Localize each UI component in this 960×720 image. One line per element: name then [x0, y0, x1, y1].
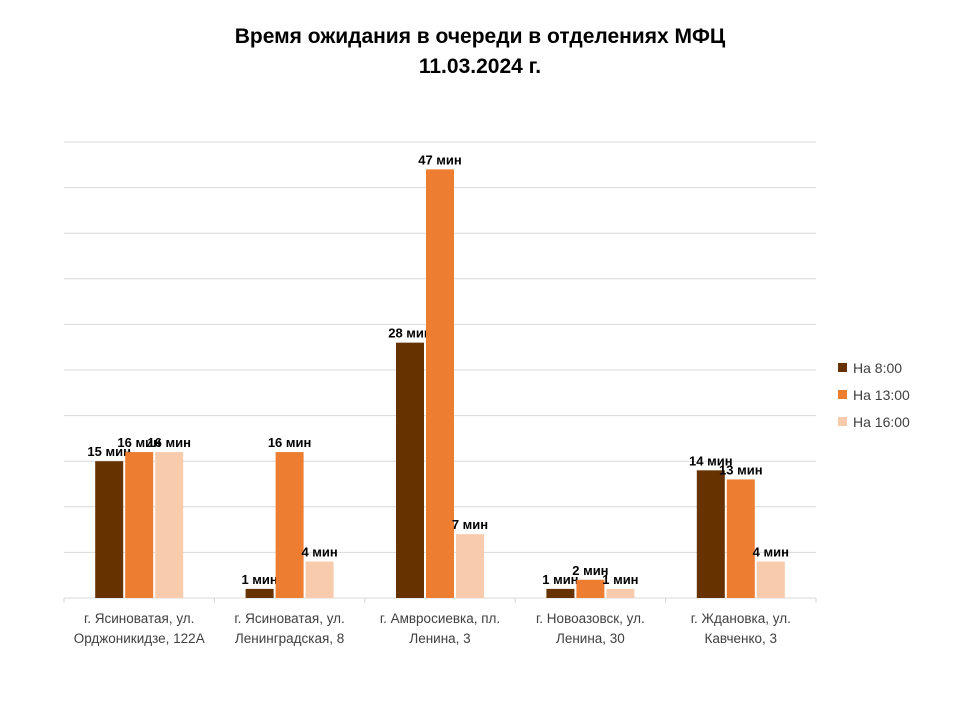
bar — [606, 588, 635, 598]
bar — [125, 452, 154, 598]
x-tick-label: Орджоникидзе, 122А — [74, 631, 205, 646]
x-tick-label: Ленинградская, 8 — [235, 631, 344, 646]
x-tick-label: г. Новоазовск, ул. — [536, 611, 645, 626]
bar — [155, 452, 184, 598]
bar-data-label: 1 мин — [602, 572, 638, 587]
bar-data-label: 7 мин — [452, 517, 488, 532]
legend-item-8: На 8:00 — [838, 354, 910, 381]
bar — [456, 534, 484, 598]
x-tick-label: Кавченко, 3 — [705, 631, 778, 646]
bar — [426, 169, 454, 599]
chart-title-line1: Время ожидания в очереди в отделениях МФ… — [234, 25, 726, 48]
legend-item-16: На 16:00 — [838, 408, 910, 435]
bar-data-label: 47 мин — [418, 152, 462, 167]
x-tick-label: Ленина, 30 — [556, 631, 625, 646]
bar — [95, 461, 124, 598]
chart-title: Время ожидания в очереди в отделениях МФ… — [0, 22, 960, 82]
legend-label-16: На 16:00 — [853, 413, 910, 430]
legend: На 8:00 На 13:00 На 16:00 — [838, 354, 910, 435]
bar-data-label: 14 мин — [689, 453, 733, 468]
bar — [305, 561, 334, 598]
legend-label-8: На 8:00 — [853, 359, 903, 376]
bar-data-label: 15 мин — [87, 444, 131, 459]
bar-data-label: 1 мин — [542, 572, 578, 587]
legend-swatch-8 — [838, 363, 847, 372]
bar-data-label: 13 мин — [719, 462, 763, 477]
bar — [726, 479, 755, 598]
legend-swatch-13 — [838, 390, 847, 399]
bar-data-label: 16 мин — [268, 435, 312, 450]
legend-label-13: На 13:00 — [853, 386, 910, 403]
bar — [696, 470, 725, 598]
bar — [396, 342, 424, 598]
chart-title-line2: 11.03.2024 г. — [418, 55, 542, 78]
bar — [546, 588, 575, 598]
x-tick-label: г. Ждановка, ул. — [691, 611, 791, 626]
bar — [756, 561, 785, 598]
legend-item-13: На 13:00 — [838, 381, 910, 408]
bar-data-label: 28 мин — [388, 326, 432, 341]
bar-data-label: 2 мин — [572, 563, 608, 578]
bar-data-label: 1 мин — [241, 572, 277, 587]
x-tick-label: Ленина, 3 — [409, 631, 470, 646]
x-tick-label: г. Амвросиевка, пл. — [380, 611, 500, 626]
x-tick-label: г. Ясиноватая, ул. — [84, 611, 194, 626]
bar — [245, 588, 274, 598]
bar-data-label: 4 мин — [301, 545, 337, 560]
bar — [576, 579, 605, 598]
bar-data-label: 16 мин — [147, 435, 191, 450]
bar-data-label: 16 мин — [117, 435, 161, 450]
bar — [275, 452, 304, 598]
bar-data-label: 4 мин — [753, 545, 789, 560]
x-tick-label: г. Ясиноватая, ул. — [234, 611, 344, 626]
legend-swatch-16 — [838, 417, 847, 426]
